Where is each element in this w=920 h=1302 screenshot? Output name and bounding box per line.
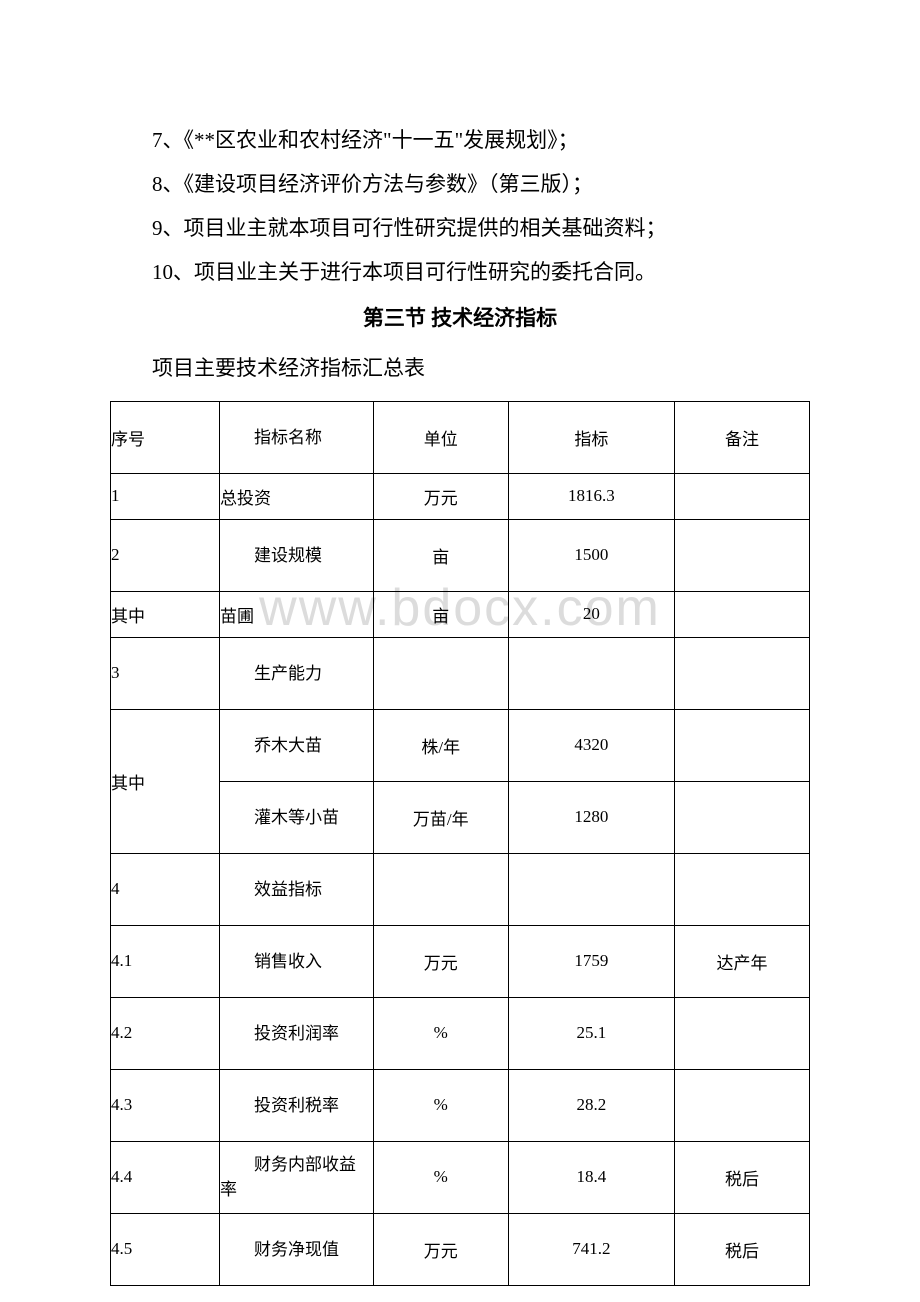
header-seq: 序号: [111, 401, 220, 473]
cell-remark: [674, 519, 809, 591]
cell-unit: %: [373, 997, 508, 1069]
cell-name: 销售收入: [220, 925, 374, 997]
cell-value: 25.1: [508, 997, 674, 1069]
table-row: 4.5 财务净现值 万元 741.2 税后: [111, 1213, 810, 1285]
paragraph-10: 10、项目业主关于进行本项目可行性研究的委托合同。: [40, 250, 810, 294]
table-row: 4 效益指标: [111, 853, 810, 925]
cell-remark: [674, 1069, 809, 1141]
cell-remark: 税后: [674, 1141, 809, 1213]
table-row: 4.4 财务内部收益率 % 18.4 税后: [111, 1141, 810, 1213]
cell-seq: 4.4: [111, 1141, 220, 1213]
cell-unit: 万元: [373, 925, 508, 997]
cell-value: 28.2: [508, 1069, 674, 1141]
cell-seq: 1: [111, 473, 220, 519]
cell-unit: 亩: [373, 519, 508, 591]
cell-value: 18.4: [508, 1141, 674, 1213]
cell-seq: 4.5: [111, 1213, 220, 1285]
cell-seq: 3: [111, 637, 220, 709]
cell-name: 总投资: [220, 473, 374, 519]
cell-unit: 万苗/年: [373, 781, 508, 853]
cell-remark: [674, 781, 809, 853]
cell-value: 1280: [508, 781, 674, 853]
cell-value: 1759: [508, 925, 674, 997]
cell-value: [508, 853, 674, 925]
cell-seq: 4.3: [111, 1069, 220, 1141]
cell-name: 投资利税率: [220, 1069, 374, 1141]
cell-seq: 2: [111, 519, 220, 591]
cell-name: 财务净现值: [220, 1213, 374, 1285]
header-name: 指标名称: [220, 401, 374, 473]
table-row: 4.3 投资利税率 % 28.2: [111, 1069, 810, 1141]
table-row: 3 生产能力: [111, 637, 810, 709]
cell-remark: 税后: [674, 1213, 809, 1285]
cell-value: 741.2: [508, 1213, 674, 1285]
paragraph-7: 7、《**区农业和农村经济"十一五"发展规划》；: [40, 118, 810, 162]
cell-value: 1816.3: [508, 473, 674, 519]
cell-unit: 亩: [373, 591, 508, 637]
table-row: 其中 乔木大苗 株/年 4320: [111, 709, 810, 781]
paragraph-9: 9、项目业主就本项目可行性研究提供的相关基础资料；: [40, 206, 810, 250]
cell-remark: [674, 997, 809, 1069]
cell-remark: [674, 591, 809, 637]
table-row: 其中 苗圃 亩 20: [111, 591, 810, 637]
table-row: 4.2 投资利润率 % 25.1: [111, 997, 810, 1069]
cell-unit: [373, 637, 508, 709]
cell-seq: 4: [111, 853, 220, 925]
cell-seq: 其中: [111, 709, 220, 853]
cell-unit: [373, 853, 508, 925]
table-row: 2 建设规模 亩 1500: [111, 519, 810, 591]
header-value: 指标: [508, 401, 674, 473]
cell-unit: 万元: [373, 473, 508, 519]
header-remark: 备注: [674, 401, 809, 473]
page-content: 7、《**区农业和农村经济"十一五"发展规划》； 8、《建设项目经济评价方法与参…: [110, 118, 810, 1286]
cell-seq: 其中: [111, 591, 220, 637]
cell-remark: 达产年: [674, 925, 809, 997]
table-row: 4.1 销售收入 万元 1759 达产年: [111, 925, 810, 997]
cell-value: 20: [508, 591, 674, 637]
table-row: 1 总投资 万元 1816.3: [111, 473, 810, 519]
cell-value: 4320: [508, 709, 674, 781]
cell-name: 建设规模: [220, 519, 374, 591]
cell-remark: [674, 473, 809, 519]
cell-seq: 4.2: [111, 997, 220, 1069]
table-header-row: 序号 指标名称 单位 指标 备注: [111, 401, 810, 473]
cell-name: 苗圃: [220, 591, 374, 637]
cell-value: 1500: [508, 519, 674, 591]
cell-unit: 万元: [373, 1213, 508, 1285]
cell-remark: [674, 709, 809, 781]
cell-unit: %: [373, 1141, 508, 1213]
cell-remark: [674, 853, 809, 925]
cell-name: 财务内部收益率: [220, 1141, 374, 1213]
paragraph-8: 8、《建设项目经济评价方法与参数》（第三版）；: [40, 162, 810, 206]
indicators-table: 序号 指标名称 单位 指标 备注 1 总投资 万元 1816.3 2 建设规模 …: [110, 401, 810, 1286]
cell-name: 效益指标: [220, 853, 374, 925]
cell-unit: %: [373, 1069, 508, 1141]
cell-name: 生产能力: [220, 637, 374, 709]
header-unit: 单位: [373, 401, 508, 473]
table-intro: 项目主要技术经济指标汇总表: [40, 344, 810, 392]
cell-value: [508, 637, 674, 709]
cell-name: 乔木大苗: [220, 709, 374, 781]
cell-seq: 4.1: [111, 925, 220, 997]
cell-name: 灌木等小苗: [220, 781, 374, 853]
cell-name: 投资利润率: [220, 997, 374, 1069]
cell-unit: 株/年: [373, 709, 508, 781]
section-title: 第三节 技术经济指标: [110, 296, 810, 340]
cell-remark: [674, 637, 809, 709]
